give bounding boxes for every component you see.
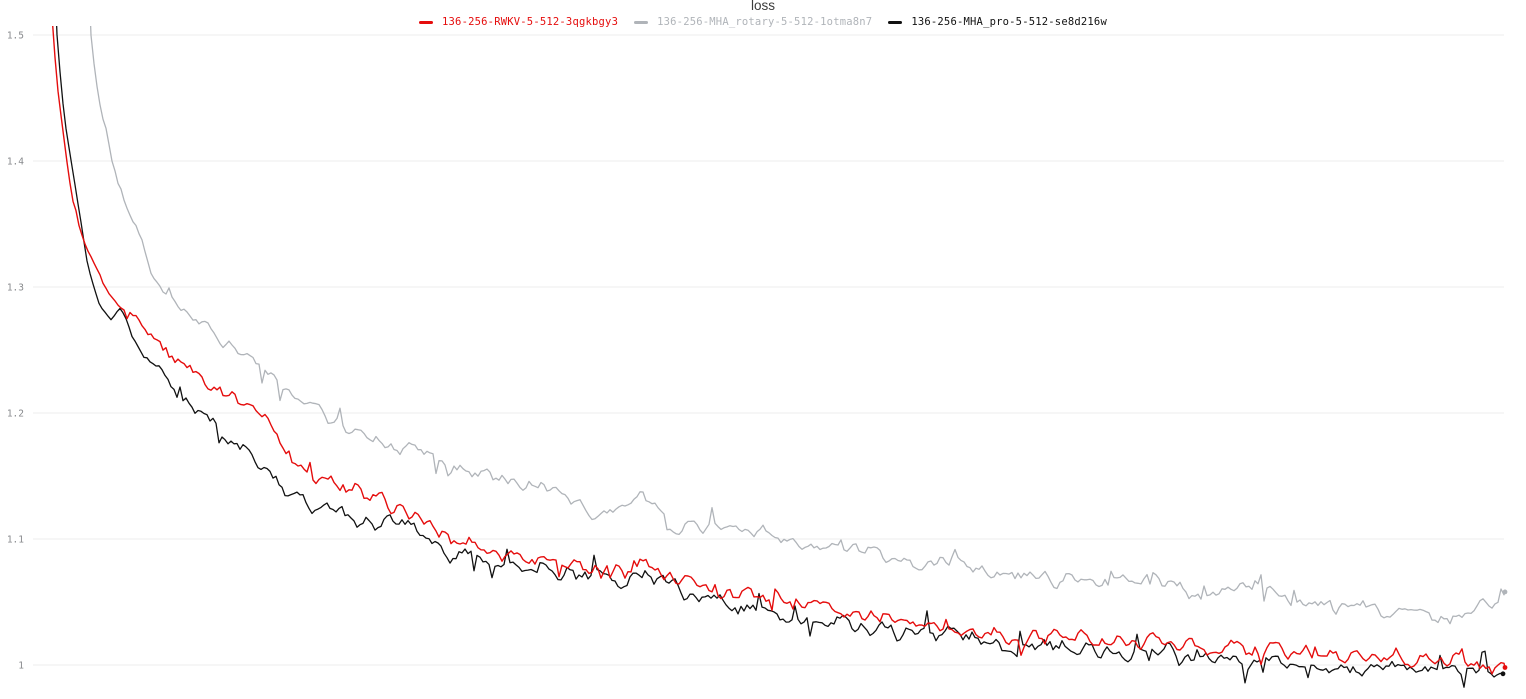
legend-swatch-1	[634, 20, 649, 24]
legend-item-0[interactable]: 136-256-RWKV-5-512-3qgkbgy3	[419, 15, 618, 29]
y-tick-label: 1	[18, 661, 24, 672]
run-line-0[interactable]	[49, 0, 1506, 675]
run-end-dot-0	[1502, 665, 1508, 670]
legend-swatch-2	[888, 20, 903, 24]
gridlines	[33, 34, 1504, 666]
y-tick-label: 1.4	[7, 157, 24, 168]
run-end-dot-1	[1502, 589, 1508, 595]
legend-label-0: 136-256-RWKV-5-512-3qgkbgy3	[442, 16, 619, 28]
run-end-dot-2	[1500, 671, 1506, 677]
y-tick-label: 1.2	[7, 409, 24, 420]
run-line-2[interactable]	[54, 0, 1504, 688]
legend-label-1: 136-256-MHA_rotary-5-512-1otma8n7	[657, 16, 873, 28]
y-tick-label: 1.5	[7, 31, 24, 42]
legend-label-2: 136-256-MHA_pro-5-512-se8d216w	[911, 16, 1107, 28]
y-axis-tick-labels: 1 1.1 1.2 1.3 1.4 1.5	[7, 31, 24, 672]
y-tick-label: 1.1	[7, 535, 24, 546]
series-lines	[49, 0, 1508, 688]
legend: 136-256-RWKV-5-512-3qgkbgy3 136-256-MHA_r…	[0, 15, 1526, 29]
panel-title: loss	[750, 0, 775, 13]
legend-item-1[interactable]: 136-256-MHA_rotary-5-512-1otma8n7	[634, 15, 872, 29]
legend-item-2[interactable]: 136-256-MHA_pro-5-512-se8d216w	[888, 15, 1107, 29]
y-tick-label: 1.3	[7, 283, 24, 294]
legend-swatch-0	[419, 20, 434, 24]
run-line-1[interactable]	[88, 0, 1506, 625]
